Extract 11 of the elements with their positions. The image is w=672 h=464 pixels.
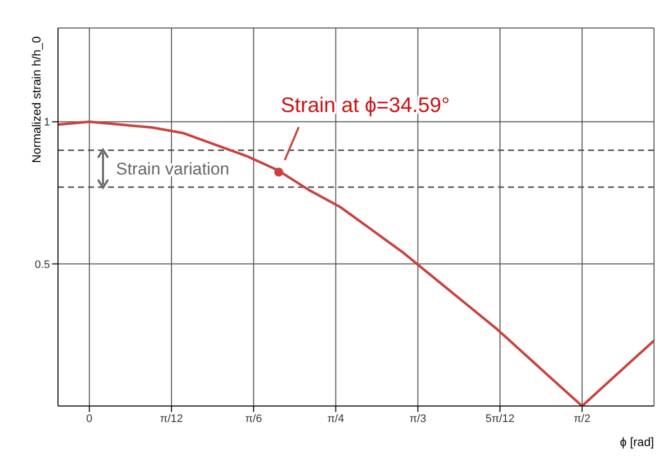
y-tick-label: 0.5 (34, 258, 50, 271)
x-tick-label: π/2 (574, 412, 590, 425)
x-tick-label: π/6 (245, 412, 262, 425)
y-axis-title: Normalized strain h/h_0 (30, 36, 44, 163)
x-tick-label: π/3 (409, 412, 426, 425)
x-tick-label: 0 (86, 412, 92, 425)
x-tick-label: π/4 (327, 412, 344, 425)
y-tick-label: 1 (44, 116, 50, 129)
x-axis-title: ϕ [rad] (620, 435, 654, 449)
x-tick-label: π/12 (160, 412, 183, 425)
x-tick-label: 5π/12 (485, 412, 514, 425)
